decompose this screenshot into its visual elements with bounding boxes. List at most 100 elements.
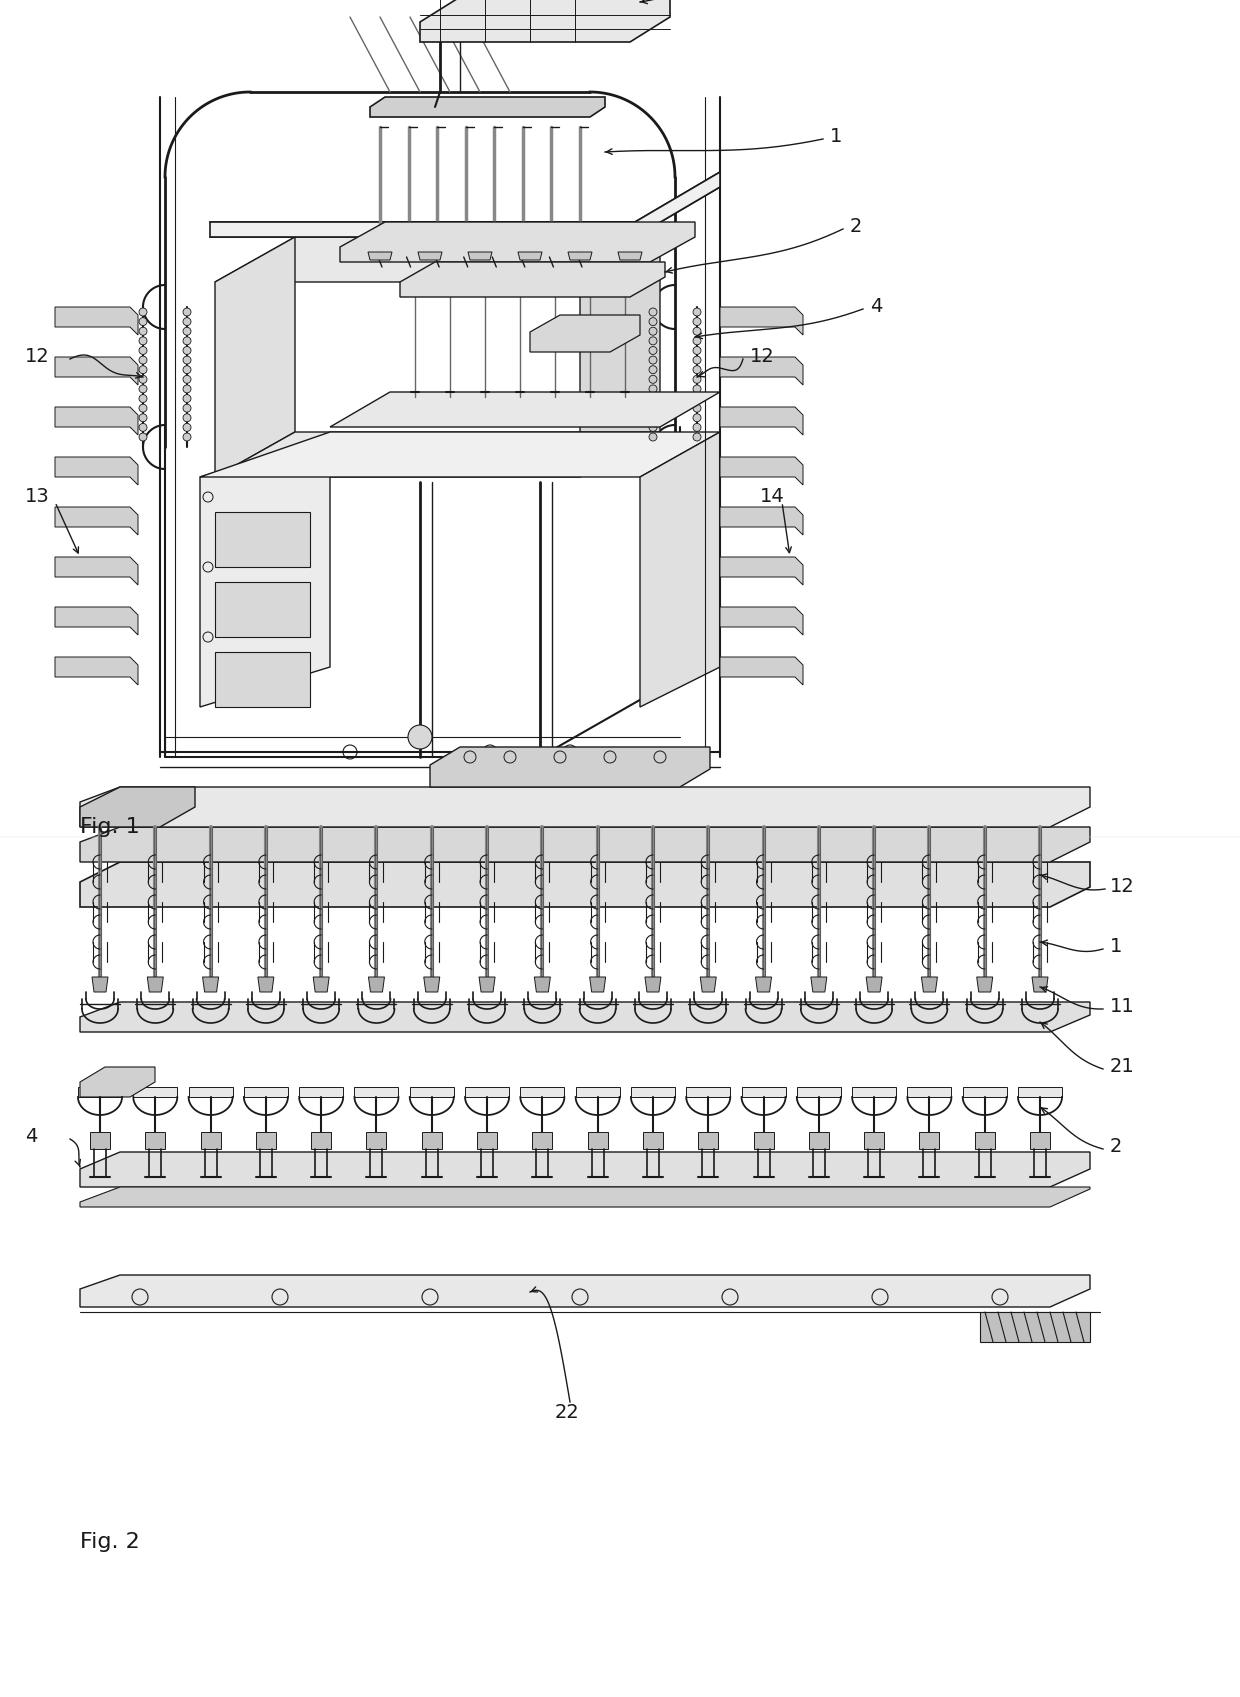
Polygon shape xyxy=(81,862,1090,906)
Polygon shape xyxy=(532,1132,552,1149)
Polygon shape xyxy=(568,251,591,260)
Circle shape xyxy=(139,375,148,384)
Text: 14: 14 xyxy=(760,487,785,506)
Text: 4: 4 xyxy=(870,297,883,317)
Circle shape xyxy=(649,336,657,344)
Circle shape xyxy=(649,423,657,431)
Circle shape xyxy=(649,307,657,316)
Circle shape xyxy=(693,414,701,423)
Polygon shape xyxy=(645,977,661,993)
Text: 4: 4 xyxy=(25,1127,37,1147)
Polygon shape xyxy=(81,1001,1090,1032)
Polygon shape xyxy=(588,1132,608,1149)
Polygon shape xyxy=(919,1132,940,1149)
Polygon shape xyxy=(479,977,495,993)
Polygon shape xyxy=(755,977,771,993)
Circle shape xyxy=(693,433,701,441)
Polygon shape xyxy=(701,977,717,993)
Polygon shape xyxy=(81,1186,1090,1207)
Circle shape xyxy=(649,404,657,412)
Circle shape xyxy=(184,356,191,365)
Polygon shape xyxy=(631,1088,675,1096)
Circle shape xyxy=(139,336,148,344)
Circle shape xyxy=(649,375,657,384)
Text: 2: 2 xyxy=(849,217,862,236)
Circle shape xyxy=(693,346,701,355)
Polygon shape xyxy=(420,0,670,42)
Polygon shape xyxy=(202,977,218,993)
Circle shape xyxy=(139,356,148,365)
Polygon shape xyxy=(368,977,384,993)
Circle shape xyxy=(139,385,148,394)
Polygon shape xyxy=(244,1088,288,1096)
Polygon shape xyxy=(368,251,392,260)
Circle shape xyxy=(693,423,701,431)
Circle shape xyxy=(184,414,191,423)
Polygon shape xyxy=(81,787,195,826)
Polygon shape xyxy=(215,582,310,636)
Text: 13: 13 xyxy=(25,487,50,506)
Polygon shape xyxy=(521,1088,564,1096)
Polygon shape xyxy=(575,1088,620,1096)
Polygon shape xyxy=(962,1088,1007,1096)
Circle shape xyxy=(649,365,657,373)
Polygon shape xyxy=(808,1132,828,1149)
Circle shape xyxy=(649,356,657,365)
Polygon shape xyxy=(424,977,440,993)
Polygon shape xyxy=(215,652,310,708)
Polygon shape xyxy=(401,261,665,297)
Polygon shape xyxy=(255,1132,275,1149)
Polygon shape xyxy=(580,238,660,477)
Text: 12: 12 xyxy=(750,348,775,367)
Circle shape xyxy=(184,365,191,373)
Circle shape xyxy=(693,336,701,344)
Polygon shape xyxy=(698,1132,718,1149)
Circle shape xyxy=(649,394,657,402)
Polygon shape xyxy=(215,238,295,477)
Circle shape xyxy=(184,433,191,441)
Circle shape xyxy=(184,394,191,402)
Polygon shape xyxy=(640,433,720,708)
Text: 1: 1 xyxy=(1110,937,1122,957)
Polygon shape xyxy=(55,557,138,585)
Polygon shape xyxy=(921,977,937,993)
Polygon shape xyxy=(81,787,1090,826)
Text: 12: 12 xyxy=(25,348,50,367)
Polygon shape xyxy=(864,1132,884,1149)
Polygon shape xyxy=(618,251,642,260)
Polygon shape xyxy=(811,977,827,993)
Polygon shape xyxy=(355,1088,398,1096)
Circle shape xyxy=(693,317,701,326)
Polygon shape xyxy=(311,1132,331,1149)
Polygon shape xyxy=(742,1088,785,1096)
Polygon shape xyxy=(477,1132,497,1149)
Polygon shape xyxy=(299,1088,343,1096)
Polygon shape xyxy=(720,657,804,686)
Polygon shape xyxy=(590,977,605,993)
Polygon shape xyxy=(720,557,804,585)
Polygon shape xyxy=(367,1132,387,1149)
Polygon shape xyxy=(686,1088,730,1096)
Polygon shape xyxy=(465,1088,510,1096)
Polygon shape xyxy=(314,977,329,993)
Polygon shape xyxy=(720,456,804,485)
Polygon shape xyxy=(1018,1088,1061,1096)
Circle shape xyxy=(693,328,701,336)
Polygon shape xyxy=(754,1132,774,1149)
Circle shape xyxy=(693,375,701,384)
Polygon shape xyxy=(78,1088,122,1096)
Polygon shape xyxy=(201,1132,221,1149)
Circle shape xyxy=(139,433,148,441)
Polygon shape xyxy=(55,307,138,334)
Polygon shape xyxy=(975,1132,994,1149)
Circle shape xyxy=(184,336,191,344)
Circle shape xyxy=(139,414,148,423)
Polygon shape xyxy=(145,1132,165,1149)
Polygon shape xyxy=(518,251,542,260)
Polygon shape xyxy=(529,316,640,351)
Polygon shape xyxy=(330,392,720,428)
Polygon shape xyxy=(980,1312,1090,1342)
Text: 21: 21 xyxy=(1110,1057,1135,1076)
Circle shape xyxy=(693,365,701,373)
Circle shape xyxy=(693,356,701,365)
